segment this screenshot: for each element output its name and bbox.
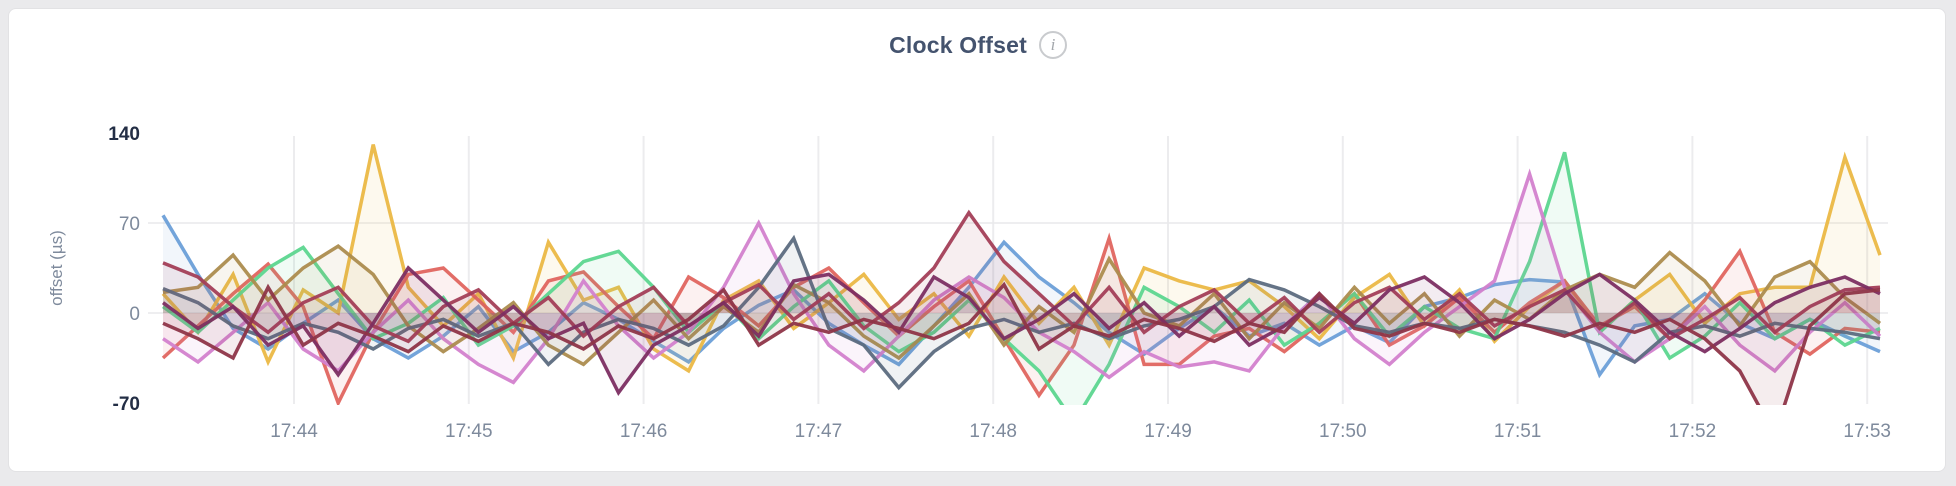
info-icon[interactable]: i <box>1038 31 1067 59</box>
y-axis: 140 70 0 -70 <box>108 124 140 415</box>
y-tick-label: -70 <box>113 394 140 415</box>
series-area-series-8 <box>163 212 1880 342</box>
series-line-series-3[interactable] <box>161 232 1881 405</box>
series-line-series-7[interactable] <box>162 234 1881 391</box>
x-tick-label: 17:46 <box>620 421 668 442</box>
x-tick-label: 17:47 <box>795 421 843 442</box>
x-tick-label: 17:50 <box>1319 421 1367 442</box>
x-tick-label: 17:52 <box>1669 421 1717 442</box>
plot-area[interactable] <box>161 144 1882 436</box>
x-tick-label: 17:44 <box>270 421 318 442</box>
series-area-series-7 <box>163 238 1880 388</box>
series-area-series-1 <box>163 215 1880 375</box>
series-area-series-9 <box>163 268 1880 393</box>
chart-title: Clock Offset <box>889 31 1027 58</box>
series-area-series-10 <box>163 284 1880 405</box>
chart-header: Clock Offset i <box>0 28 1956 62</box>
y-tick-label: 140 <box>108 124 140 145</box>
x-axis: 17:44 17:45 17:46 17:47 17:48 17:49 17:50 17:51… <box>270 421 1891 442</box>
x-tick-label: 17:48 <box>969 421 1017 442</box>
y-tick-label: 0 <box>129 304 140 325</box>
series-line-series-9[interactable] <box>161 265 1881 397</box>
x-tick-label: 17:45 <box>445 421 493 442</box>
y-axis-title: offset (µs) <box>47 230 66 306</box>
x-tick-label: 17:53 <box>1843 421 1891 442</box>
y-tick-label: 70 <box>119 214 140 235</box>
series-area-series-3 <box>163 238 1880 403</box>
x-tick-label: 17:49 <box>1144 421 1192 442</box>
series-line-series-10[interactable] <box>162 281 1881 435</box>
chart-card <box>8 8 1946 472</box>
x-tick-label: 17:51 <box>1494 421 1542 442</box>
series-line-series-1[interactable] <box>161 214 1881 379</box>
series-area-series-5 <box>163 174 1880 383</box>
series-area-series-6 <box>163 246 1880 365</box>
